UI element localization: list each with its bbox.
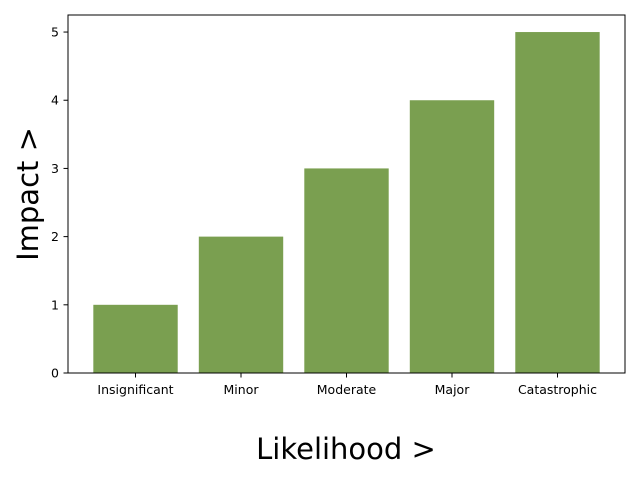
x-axis-ticks: Insignificant Minor Moderate Major Catastrop… [97, 373, 597, 397]
y-axis-title: Impact > [11, 127, 45, 261]
bar-minor [198, 236, 284, 373]
bar-moderate [304, 168, 389, 373]
x-tick-label-moderate: Moderate [317, 382, 377, 397]
x-tick-label-minor: Minor [224, 382, 260, 397]
bar-major [409, 100, 495, 373]
y-tick-label: 5 [51, 25, 59, 40]
x-tick-label-major: Major [435, 382, 471, 397]
plot-frame [67, 14, 626, 374]
x-tick-label-catastrophic: Catastrophic [518, 382, 597, 397]
y-tick-label: 0 [51, 366, 59, 381]
x-tick-label-insignificant: Insignificant [97, 382, 173, 397]
y-axis-ticks: 0 1 2 3 4 5 [51, 25, 68, 381]
x-axis-title: Likelihood > [256, 432, 436, 466]
y-tick-label: 2 [51, 229, 59, 244]
bar-insignificant [93, 304, 178, 373]
bars-group [93, 32, 600, 374]
y-tick-label: 4 [51, 93, 59, 108]
y-tick-label: 1 [51, 297, 59, 312]
bar-catastrophic [515, 32, 600, 374]
y-tick-label: 3 [51, 161, 59, 176]
